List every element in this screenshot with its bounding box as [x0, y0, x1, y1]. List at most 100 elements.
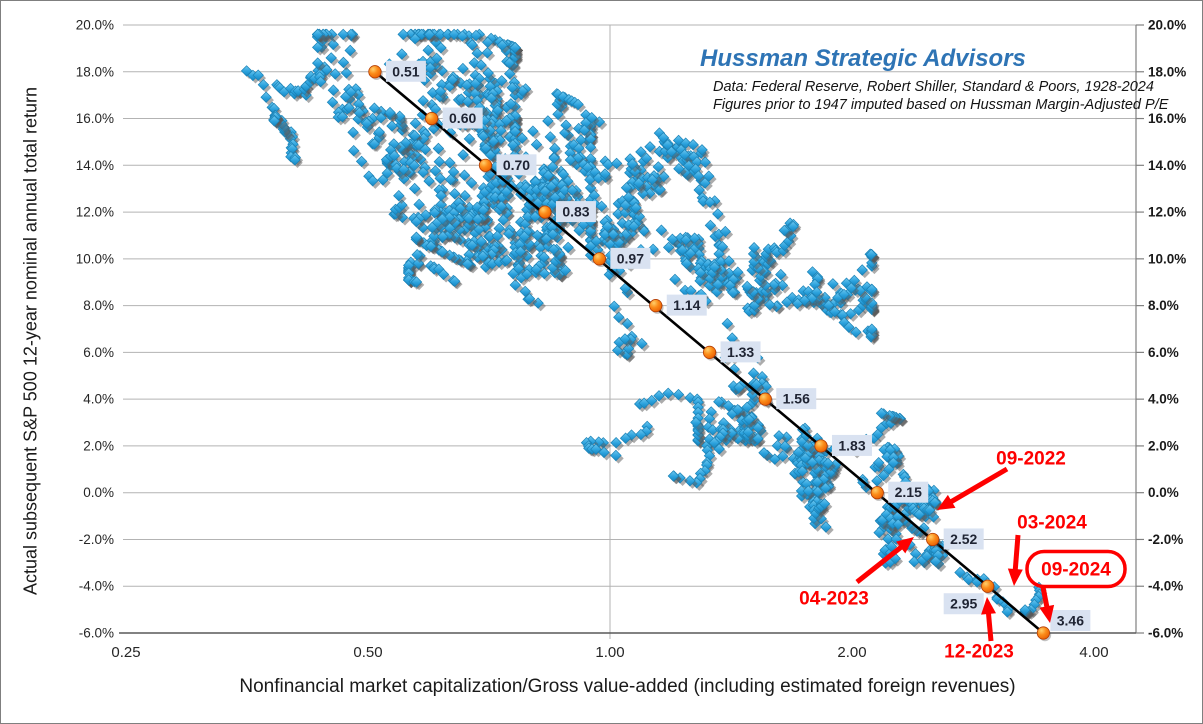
trendline-marker: [981, 579, 995, 593]
marker-label-box: [1050, 610, 1091, 631]
y-tick-label-right: -4.0%: [1148, 579, 1183, 594]
marker-label-box: [555, 201, 596, 223]
marker-label: 0.60: [449, 110, 476, 126]
marker-label-box: [888, 481, 929, 503]
annotation-label: 12-2023: [944, 642, 1014, 663]
marker-label-box: [666, 294, 707, 316]
y-tick-label-left: 8.0%: [83, 298, 114, 313]
y-tick-label-right: 14.0%: [1148, 158, 1186, 173]
marker-label: 0.97: [617, 250, 644, 266]
y-tick-label-right: 6.0%: [1148, 345, 1179, 360]
annotation-arrow-line: [1040, 586, 1050, 610]
marker-label-box: [943, 528, 984, 550]
marker-label: 1.14: [673, 297, 700, 313]
y-tick-label-right: 16.0%: [1148, 111, 1186, 126]
x-axis-title: Nonfinancial market capitalization/Gross…: [239, 676, 1016, 697]
annotation-arrow-line: [1012, 534, 1021, 573]
marker-label: 3.46: [1057, 613, 1084, 629]
annotation-label: 04-2023: [799, 589, 869, 610]
y-tick-label-right: -6.0%: [1148, 626, 1183, 641]
y-tick-label-left: 16.0%: [76, 111, 114, 126]
y-tick-label-left: 20.0%: [76, 18, 114, 33]
marker-label: 0.70: [503, 157, 530, 173]
y-tick-label-left: -6.0%: [79, 626, 114, 641]
marker-label-box: [831, 434, 872, 456]
trendline-marker: [649, 299, 663, 313]
scatter-series: [240, 28, 1048, 620]
annotation-arrow-line: [985, 610, 994, 642]
marker-label: 1.33: [727, 344, 754, 360]
trendline-marker: [814, 439, 828, 453]
marker-label: 1.83: [838, 437, 865, 453]
annotation-arrow-line: [947, 466, 1009, 506]
trendline-marker: [538, 205, 552, 219]
marker-label: 2.15: [895, 484, 922, 500]
y-tick-label-right: 20.0%: [1148, 18, 1186, 33]
trendline-marker: [702, 345, 717, 359]
y-tick-label-left: -4.0%: [79, 579, 114, 594]
x-tick-label: 2.00: [837, 644, 866, 661]
trendline-marker: [1036, 626, 1050, 640]
marker-label: 2.95: [950, 596, 977, 612]
y-tick-label-left: 0.0%: [83, 485, 114, 500]
y-tick-label-left: 18.0%: [76, 64, 114, 79]
marker-label-box: [385, 60, 426, 82]
annotation-box: [1025, 549, 1127, 589]
y-tick-label-left: -2.0%: [79, 532, 114, 547]
marker-label: 0.83: [562, 204, 589, 220]
annotation-arrowhead: [1007, 568, 1023, 586]
annotation-09-2024: 09-2024: [1025, 549, 1127, 623]
y-tick-label-right: 8.0%: [1148, 298, 1179, 313]
annotation-arrowhead: [981, 597, 997, 615]
trendline-marker: [425, 111, 439, 126]
x-tick-label: 0.25: [111, 644, 140, 661]
y-tick-label-right: -2.0%: [1148, 532, 1183, 547]
trendline-marker: [368, 65, 382, 79]
y-tick-label-right: 0.0%: [1148, 485, 1179, 500]
annotation-03-2024: 03-2024: [1007, 513, 1087, 586]
axis-tick-labels: 20.0% 20.0% 18.0% 18.0% 16.0% 16.0% 14.0% 14.0%…: [76, 18, 1187, 661]
y-tick-label-right: 4.0%: [1148, 392, 1179, 407]
annotation-arrowhead: [937, 494, 956, 510]
x-tick-label: 0.50: [353, 644, 382, 661]
marker-label-box: [610, 247, 651, 269]
trendline-marker: [870, 486, 884, 500]
y-tick-label-left: 14.0%: [76, 158, 114, 173]
trendline-marker: [478, 158, 493, 172]
chart-subtitle-line1: Data: Federal Reserve, Robert Shiller, S…: [713, 79, 1154, 95]
annotation-arrowhead: [896, 537, 914, 554]
marker-label-box: [442, 107, 483, 129]
annotation-12-2023: 12-2023: [944, 597, 1014, 663]
marker-label-box: [496, 154, 537, 176]
annotation-label: 03-2024: [1017, 513, 1087, 534]
annotation-label: 09-2024: [1041, 560, 1111, 581]
trendline-marker: [926, 532, 940, 547]
trendline-marker: [592, 252, 606, 266]
annotations: 09-2022 04-2023 03-2024 12-2023 09-2024: [799, 449, 1127, 663]
annotation-label: 09-2022: [996, 449, 1066, 470]
marker-label-box: [776, 388, 817, 410]
chart-subtitle-line2: Figures prior to 1947 imputed based on H…: [713, 97, 1169, 113]
y-tick-label-left: 6.0%: [83, 345, 114, 360]
marker-label-box: [720, 341, 761, 363]
trendline-marker: [758, 392, 772, 406]
y-axis-title: Actual subsequent S&P 500 12-year nomina…: [20, 87, 41, 595]
annotation-arrow-line: [855, 543, 905, 584]
y-tick-label-right: 12.0%: [1148, 205, 1186, 220]
y-tick-label-right: 18.0%: [1148, 64, 1186, 79]
marker-label-box: [943, 593, 984, 615]
y-tick-label-left: 4.0%: [83, 392, 114, 407]
marker-label: 1.56: [783, 391, 810, 407]
x-tick-label: 4.00: [1079, 644, 1108, 661]
y-tick-label-left: 10.0%: [76, 251, 114, 266]
marker-label: 0.51: [392, 63, 419, 79]
marker-label: 2.52: [950, 531, 977, 547]
y-tick-label-left: 12.0%: [76, 205, 114, 220]
x-tick-label: 1.00: [595, 644, 624, 661]
y-tick-label-right: 2.0%: [1148, 438, 1179, 453]
annotation-arrowhead: [1039, 604, 1055, 623]
y-tick-label-left: 2.0%: [83, 438, 114, 453]
annotation-09-2022: 09-2022: [937, 449, 1066, 510]
